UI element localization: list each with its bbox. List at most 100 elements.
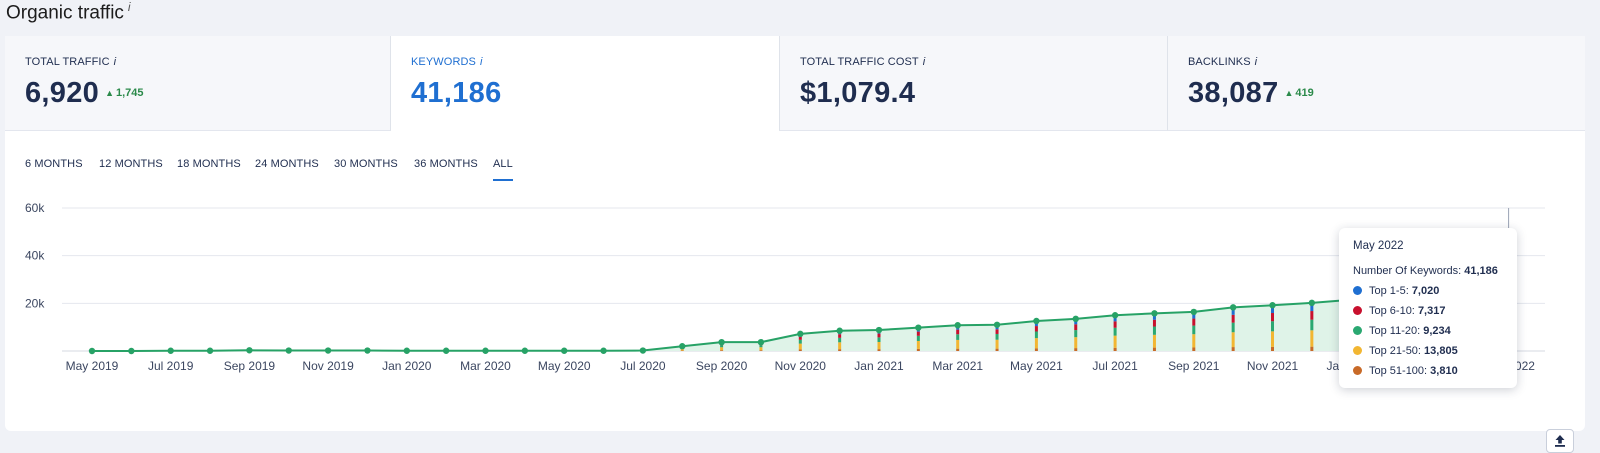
rank-segment: [1310, 330, 1313, 346]
rank-segment: [956, 334, 959, 340]
rank-segment: [1074, 330, 1077, 337]
rank-segment: [1153, 335, 1156, 348]
data-point: [482, 348, 488, 354]
data-point: [89, 348, 95, 354]
data-point: [522, 348, 528, 354]
data-point: [561, 348, 567, 354]
x-tick-label: Mar 2020: [460, 359, 511, 373]
rank-segment: [1310, 311, 1313, 320]
rank-segment: [838, 342, 841, 349]
rank-segment: [956, 349, 959, 351]
info-icon[interactable]: i: [128, 0, 131, 14]
data-point: [679, 343, 685, 349]
data-point: [758, 339, 764, 345]
rank-segment: [838, 334, 841, 338]
rank-segment: [1232, 347, 1235, 351]
rank-segment: [1232, 332, 1235, 347]
upload-icon: [1553, 434, 1567, 448]
data-point: [128, 348, 134, 354]
rank-segment: [996, 334, 999, 340]
rank-segment: [956, 340, 959, 349]
data-point: [364, 347, 370, 353]
data-point: [600, 348, 606, 354]
y-tick-label: 40k: [25, 249, 45, 263]
data-point: [1230, 304, 1236, 310]
data-point: [876, 327, 882, 333]
rank-segment: [1192, 326, 1195, 335]
x-tick-label: Sep 2019: [224, 359, 276, 373]
rank-segment: [996, 340, 999, 349]
rank-segment: [799, 344, 802, 350]
data-point: [404, 348, 410, 354]
rank-segment: [1114, 321, 1117, 327]
tooltip-row-top-51-100: Top 51-100: 3,810: [1353, 361, 1503, 381]
legend-dot-icon: [1353, 286, 1362, 295]
rank-segment: [1035, 348, 1038, 351]
x-tick-label: Nov 2019: [302, 359, 354, 373]
x-tick-label: Mar 2021: [932, 359, 983, 373]
data-point: [718, 339, 724, 345]
rank-segment: [917, 341, 920, 349]
data-point: [246, 347, 252, 353]
x-tick-label: May 2019: [66, 359, 119, 373]
rank-segment: [917, 336, 920, 341]
rank-segment: [759, 345, 762, 347]
rank-segment: [1153, 320, 1156, 327]
tooltip-row-top-11-20: Top 11-20: 9,234: [1353, 321, 1503, 341]
rank-segment: [878, 337, 881, 342]
page-title-text: Organic traffic: [6, 2, 124, 23]
data-point: [1151, 310, 1157, 316]
rank-segment: [1271, 347, 1274, 351]
data-point: [1191, 309, 1197, 315]
rank-segment: [917, 349, 920, 351]
data-point: [955, 322, 961, 328]
rank-segment: [1114, 336, 1117, 348]
y-tick-label: 20k: [25, 296, 45, 310]
tooltip-row-top-21-50: Top 21-50: 13,805: [1353, 341, 1503, 361]
rank-segment: [1035, 338, 1038, 348]
rank-segment: [759, 350, 762, 351]
rank-segment: [838, 338, 841, 342]
rank-segment: [838, 349, 841, 351]
rank-segment: [1114, 328, 1117, 336]
legend-dot-icon: [1353, 346, 1362, 355]
data-point: [443, 348, 449, 354]
x-tick-label: May 2020: [538, 359, 591, 373]
rank-segment: [1153, 327, 1156, 335]
tooltip-date: May 2022: [1353, 240, 1503, 252]
x-tick-label: May 2021: [1010, 359, 1063, 373]
rank-segment: [878, 349, 881, 351]
legend-dot-icon: [1353, 306, 1362, 315]
rank-segment: [878, 342, 881, 349]
rank-segment: [1310, 347, 1313, 351]
x-tick-label: Jan 2020: [382, 359, 432, 373]
rank-segment: [720, 350, 723, 351]
data-point: [1269, 302, 1275, 308]
rank-segment: [720, 345, 723, 347]
legend-dot-icon: [1353, 366, 1362, 375]
rank-segment: [1271, 331, 1274, 347]
data-point: [915, 324, 921, 330]
data-point: [994, 322, 1000, 328]
rank-segment: [1232, 315, 1235, 323]
rank-segment: [1074, 324, 1077, 330]
data-point: [836, 328, 842, 334]
x-tick-label: Nov 2020: [775, 359, 827, 373]
rank-segment: [1192, 319, 1195, 326]
data-point: [207, 348, 213, 354]
rank-segment: [799, 337, 802, 340]
x-tick-label: Sep 2020: [696, 359, 748, 373]
x-tick-label: Sep 2021: [1168, 359, 1220, 373]
x-tick-label: Jul 2020: [620, 359, 666, 373]
y-tick-label: 60k: [25, 201, 45, 215]
rank-segment: [956, 330, 959, 335]
x-tick-label: Jul 2021: [1092, 359, 1138, 373]
rank-segment: [1074, 337, 1077, 348]
legend-dot-icon: [1353, 326, 1362, 335]
export-button[interactable]: [1546, 429, 1574, 453]
rank-segment: [878, 334, 881, 338]
rank-segment: [799, 349, 802, 351]
data-point: [1033, 318, 1039, 324]
rank-segment: [1271, 313, 1274, 321]
tooltip-total: Number Of Keywords: 41,186: [1353, 261, 1503, 281]
